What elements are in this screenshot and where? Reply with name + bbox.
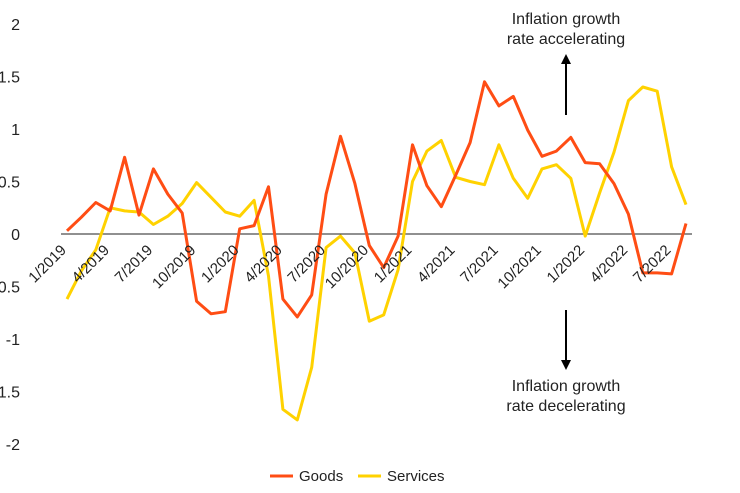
legend: Goods Services	[270, 468, 445, 485]
series-line-services	[65, 85, 688, 422]
legend-label-services: Services	[387, 468, 445, 485]
arrow-up-head-icon	[561, 54, 571, 64]
x-tick-label: 1/2020	[198, 242, 242, 286]
y-tick-label: 1.5	[0, 70, 20, 87]
annotation-accelerating-line2: rate accelerating	[507, 31, 625, 48]
annotation-accelerating: Inflation growth rate accelerating	[507, 11, 625, 115]
x-tick-label: 4/2021	[414, 242, 458, 286]
y-tick-label: -1	[6, 332, 20, 349]
x-tick-label: 1/2022	[544, 242, 588, 286]
y-tick-label: 2	[11, 17, 20, 34]
y-tick-label: 0.5	[0, 175, 20, 192]
y-tick-label: 0	[11, 227, 20, 244]
legend-label-goods: Goods	[299, 468, 343, 485]
x-tick-label: 4/2019	[69, 242, 113, 286]
y-tick-label: -1.5	[0, 385, 20, 402]
annotation-decelerating-line1: Inflation growth	[512, 378, 621, 395]
arrow-down-head-icon	[561, 360, 571, 370]
annotation-decelerating: Inflation growth rate decelerating	[506, 310, 626, 415]
x-tick-label: 1/2019	[25, 242, 69, 286]
x-tick-label: 4/2022	[587, 242, 631, 286]
y-axis-ticks: 2 1.5 1 0.5 0 -0.5 -1 -1.5 -2	[0, 17, 20, 454]
annotation-accelerating-line1: Inflation growth	[512, 11, 621, 28]
x-tick-label: 10/2020	[322, 242, 372, 292]
y-tick-label: -2	[6, 437, 20, 454]
series-layer	[65, 80, 688, 422]
annotation-decelerating-line2: rate decelerating	[506, 398, 625, 415]
x-tick-label: 10/2021	[495, 242, 545, 292]
y-tick-label: -0.5	[0, 280, 20, 297]
series-line-goods	[65, 80, 688, 319]
y-tick-label: 1	[11, 122, 20, 139]
